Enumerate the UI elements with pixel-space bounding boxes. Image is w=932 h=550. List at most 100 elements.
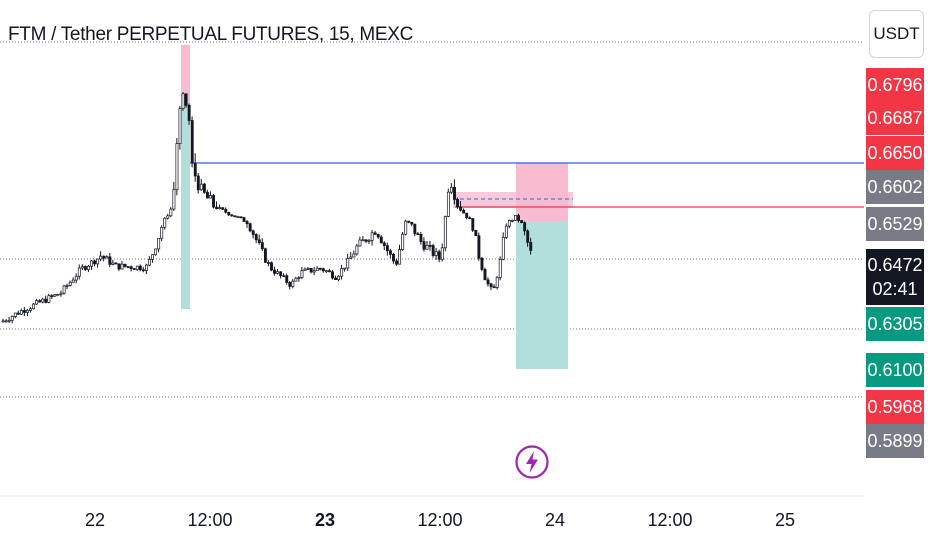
candle <box>395 258 399 266</box>
candle-body <box>102 255 106 259</box>
entry-zone <box>453 192 573 208</box>
candle <box>358 236 362 247</box>
candle-body <box>520 220 524 223</box>
candle <box>431 243 435 258</box>
candle-body <box>166 215 170 219</box>
candle <box>196 172 200 194</box>
price-label: 0.5968 <box>866 390 924 424</box>
candle <box>206 189 209 199</box>
candle-body <box>471 218 475 231</box>
candle-body <box>498 259 502 278</box>
candle <box>71 277 75 283</box>
candle-body <box>477 235 481 259</box>
candle-body <box>437 251 441 260</box>
candle <box>443 215 447 252</box>
candle <box>50 294 54 299</box>
candle-body <box>407 220 411 223</box>
candle-body <box>413 223 417 235</box>
candle <box>166 213 170 220</box>
candle <box>117 263 121 272</box>
candle-body <box>227 211 231 216</box>
price-label: 0.6305 <box>866 307 924 341</box>
candle-body <box>474 229 478 237</box>
candle <box>376 233 380 239</box>
candle <box>507 219 511 229</box>
candle <box>328 268 331 273</box>
candle-body <box>96 258 100 265</box>
candle <box>4 319 8 323</box>
candle <box>62 284 66 295</box>
candle-body <box>83 266 87 270</box>
candle-body <box>337 275 341 280</box>
candle <box>450 183 453 195</box>
candle <box>477 232 481 261</box>
price-label: 0.6650 <box>866 136 924 170</box>
candle-body <box>315 267 319 272</box>
candle <box>331 269 334 280</box>
candle <box>224 207 228 214</box>
candle <box>270 261 273 272</box>
candle-body <box>190 120 194 164</box>
candle-body <box>141 269 145 272</box>
candle-body <box>175 143 179 191</box>
candle <box>154 248 158 256</box>
candle-body <box>13 312 17 317</box>
candle <box>492 284 496 289</box>
candle-body <box>309 267 313 273</box>
price-label: 0.5899 <box>866 424 924 458</box>
candle <box>267 260 270 267</box>
candle-body <box>486 279 490 285</box>
candle <box>151 254 154 263</box>
candle <box>230 214 234 217</box>
candle <box>529 237 533 255</box>
candle-body <box>132 268 136 270</box>
candle <box>212 194 215 209</box>
candle-body <box>453 186 456 200</box>
candle-body <box>364 239 368 242</box>
candle <box>135 265 139 271</box>
candle-body <box>324 270 328 273</box>
candle <box>44 295 48 304</box>
candle <box>288 280 292 290</box>
candle <box>74 273 78 284</box>
candle-body <box>26 310 29 313</box>
candle <box>392 252 395 264</box>
countdown-timer: 02:41 <box>872 279 918 299</box>
candle-body <box>65 285 69 287</box>
price-label: 0.6687 <box>866 101 924 135</box>
candle <box>65 283 69 290</box>
candle-body <box>395 260 399 265</box>
candle <box>291 279 295 289</box>
candle <box>87 264 90 273</box>
candle-body <box>361 239 365 242</box>
candle-body <box>425 244 429 250</box>
candle <box>221 207 225 211</box>
candle <box>160 225 164 242</box>
candle-body <box>483 269 487 281</box>
candle <box>236 215 240 219</box>
candle-body <box>23 310 26 313</box>
candle <box>157 237 161 253</box>
candle <box>297 276 301 282</box>
candle <box>486 277 490 287</box>
candle-body <box>68 281 72 286</box>
candle <box>474 229 478 237</box>
candle <box>10 315 14 324</box>
currency-button[interactable]: USDT <box>869 10 924 58</box>
candle-body <box>169 208 173 217</box>
take-profit-zone <box>181 101 190 309</box>
candle-body <box>71 279 75 283</box>
candle-body <box>389 250 392 255</box>
candle <box>141 266 145 273</box>
candle-body <box>358 239 362 247</box>
candle <box>389 248 392 259</box>
candle-body <box>306 267 310 270</box>
candle <box>163 217 167 230</box>
candle <box>68 280 72 287</box>
lightning-bolt-icon[interactable] <box>514 444 550 480</box>
candle <box>514 215 517 221</box>
candle-body <box>74 275 78 281</box>
candle <box>324 269 328 273</box>
candle <box>120 260 124 270</box>
